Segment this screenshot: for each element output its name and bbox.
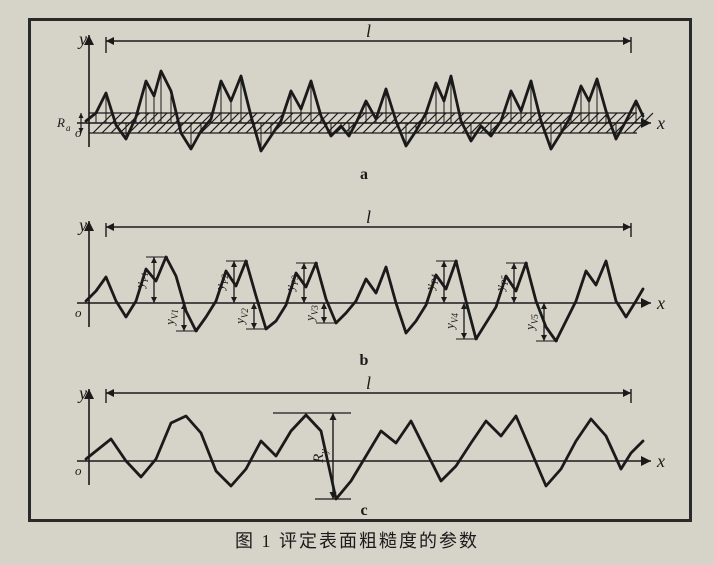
svg-text:l: l xyxy=(366,207,371,227)
svg-text:a: a xyxy=(66,123,71,133)
svg-text:y: y xyxy=(77,29,87,49)
svg-text:yP2: yP2 xyxy=(212,274,230,292)
svg-text:yP1: yP1 xyxy=(132,272,150,290)
svg-text:x: x xyxy=(656,451,665,471)
svg-text:yP4: yP4 xyxy=(422,274,440,292)
svg-text:b: b xyxy=(360,352,369,369)
svg-text:yV3: yV3 xyxy=(302,305,320,323)
svg-text:yP5: yP5 xyxy=(492,275,510,293)
svg-text:l: l xyxy=(366,21,371,41)
figure-svg: y x o l Ra a y x o l yP1 yP2 yP3 yP4 yP5 yV1 yV2 yV3 yV4 yV… xyxy=(31,21,689,519)
svg-text:y: y xyxy=(77,383,87,403)
svg-text:o: o xyxy=(75,463,82,478)
svg-text:o: o xyxy=(75,305,82,320)
svg-text:yP3: yP3 xyxy=(282,275,300,293)
figure-caption: 图 1 评定表面粗糙度的参数 xyxy=(0,527,714,553)
svg-text:yV5: yV5 xyxy=(522,314,540,332)
svg-text:y: y xyxy=(77,215,87,235)
figure-frame: y x o l Ra a y x o l yP1 yP2 yP3 yP4 yP5 yV1 yV2 yV3 yV4 yV… xyxy=(28,18,692,522)
svg-text:R: R xyxy=(56,115,65,130)
svg-text:yV2: yV2 xyxy=(232,308,250,326)
svg-text:yV4: yV4 xyxy=(442,313,460,331)
svg-text:c: c xyxy=(360,502,367,519)
svg-text:x: x xyxy=(656,113,665,133)
svg-text:yV1: yV1 xyxy=(162,309,180,327)
svg-text:x: x xyxy=(656,293,665,313)
svg-text:l: l xyxy=(366,373,371,393)
svg-text:a: a xyxy=(360,166,368,183)
page: y x o l Ra a y x o l yP1 yP2 yP3 yP4 yP5 yV1 yV2 yV3 yV4 yV… xyxy=(0,0,714,565)
